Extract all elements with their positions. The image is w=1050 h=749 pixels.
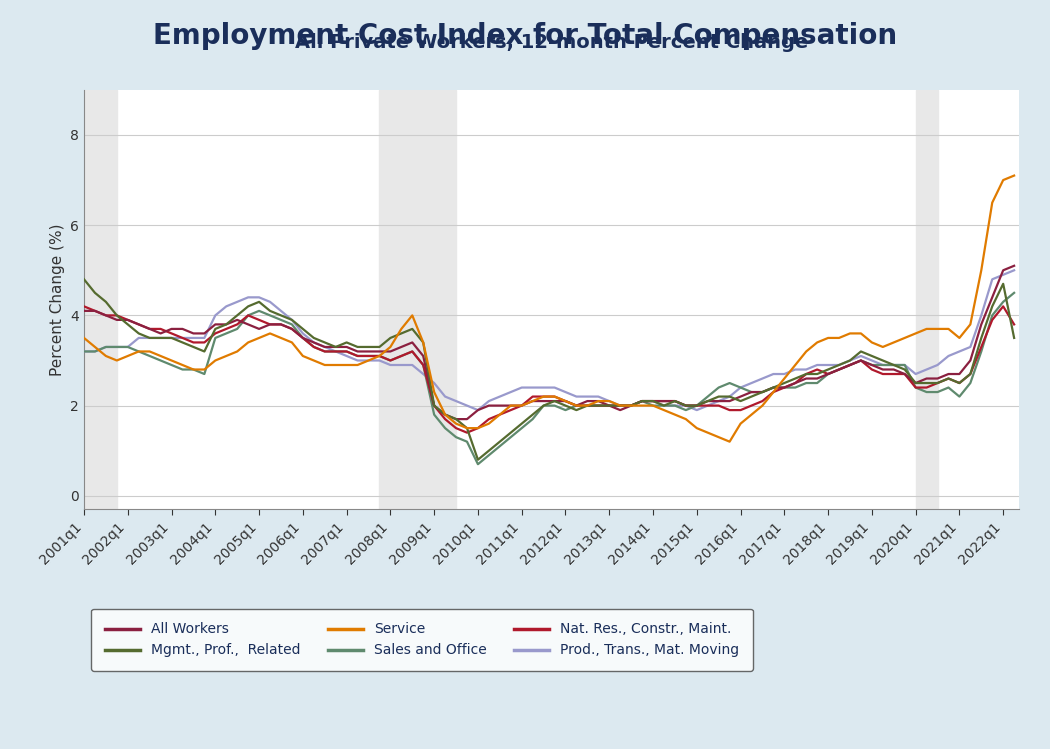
Title: All Private Workers, 12-month Percent Change: All Private Workers, 12-month Percent Ch…	[295, 33, 807, 52]
Bar	[916, 90, 938, 509]
Bar	[379, 90, 456, 509]
Y-axis label: Percent Change (%): Percent Change (%)	[49, 223, 65, 376]
Legend: All Workers, Mgmt., Prof.,  Related, Service, Sales and Office, Nat. Res., Const: All Workers, Mgmt., Prof., Related, Serv…	[91, 608, 753, 671]
Bar	[84, 90, 117, 509]
Text: Employment Cost Index for Total Compensation: Employment Cost Index for Total Compensa…	[153, 22, 897, 50]
